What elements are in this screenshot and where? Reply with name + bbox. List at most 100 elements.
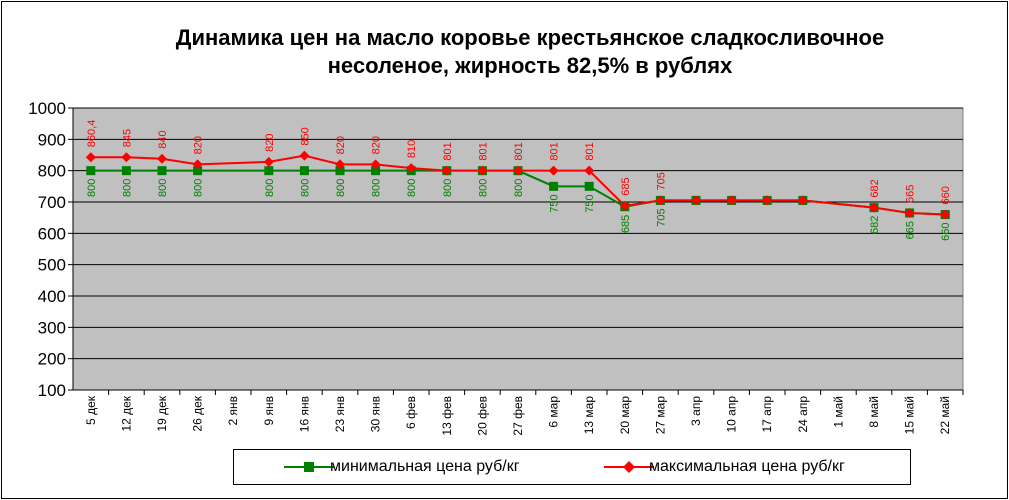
x-tick-label: 13 мар — [582, 396, 596, 435]
max-price-marker — [655, 195, 666, 206]
x-tick-label: 8 май — [867, 396, 881, 428]
min-price-label: 800 — [477, 179, 489, 197]
min-price-label: 682 — [869, 216, 881, 234]
max-price-label: 665 — [905, 185, 917, 203]
max-price-marker — [477, 165, 488, 176]
min-price-marker — [299, 166, 309, 176]
max-price-label: 840 — [157, 130, 169, 148]
max-price-label: 801 — [513, 142, 525, 160]
min-price-marker — [584, 181, 594, 191]
max-price-marker — [726, 195, 737, 206]
min-price-marker — [86, 166, 96, 176]
legend-max-label: максимальная цена руб/кг — [649, 458, 845, 475]
min-price-label: 665 — [905, 221, 917, 239]
max-price-marker — [940, 209, 951, 220]
x-tick-label: 19 дек — [155, 395, 169, 431]
min-price-label: 685 — [620, 215, 632, 233]
max-price-marker — [797, 195, 808, 206]
min-price-label: 800 — [157, 179, 169, 197]
min-price-label: 800 — [335, 179, 347, 197]
max-price-marker — [584, 165, 595, 176]
legend-min-symbol — [284, 462, 334, 472]
min-price-label: 800 — [406, 179, 418, 197]
min-price-label: 800 — [193, 179, 205, 197]
min-price-marker — [193, 166, 203, 176]
y-tick-label: 100 — [38, 381, 66, 400]
y-tick-label: 400 — [38, 287, 66, 306]
y-tick-label: 700 — [38, 193, 66, 212]
max-price-label: 705 — [655, 172, 667, 190]
min-price-marker — [121, 166, 131, 176]
min-price-label: 800 — [442, 179, 454, 197]
max-price-marker — [121, 152, 132, 163]
x-tick-label: 30 янв — [369, 396, 383, 432]
max-price-marker — [370, 159, 381, 170]
min-price-label: 750 — [584, 194, 596, 212]
max-price-marker — [904, 207, 915, 218]
min-price-label: 750 — [549, 194, 561, 212]
legend-max-symbol — [604, 461, 654, 473]
max-price-label: 820 — [193, 136, 205, 154]
max-price-label: 820 — [371, 136, 383, 154]
y-tick-label: 1000 — [28, 99, 66, 118]
max-price-marker — [619, 200, 630, 211]
min-price-label: 800 — [299, 179, 311, 197]
min-price-marker — [157, 166, 167, 176]
x-tick-label: 10 апр — [725, 396, 739, 433]
y-tick-label: 800 — [38, 162, 66, 181]
y-tick-label: 500 — [38, 256, 66, 275]
min-price-label: 660 — [940, 223, 952, 241]
max-price-marker — [85, 152, 96, 163]
max-price-label: 820 — [264, 134, 276, 152]
chart-title-line1: Динамика цен на масло коровье крестьянск… — [175, 25, 885, 50]
min-price-label: 705 — [655, 208, 667, 226]
min-price-label: 800 — [121, 179, 133, 197]
min-price-label: 800 — [371, 179, 383, 197]
max-price-marker — [157, 153, 167, 164]
min-price-label: 800 — [513, 179, 525, 197]
max-price-label: 801 — [584, 142, 596, 160]
x-tick-label: 16 янв — [297, 396, 311, 432]
max-price-label: 820 — [335, 136, 347, 154]
x-tick-label: 15 май — [903, 396, 917, 434]
x-tick-label: 13 фев — [440, 396, 454, 436]
x-tick-label: 27 мар — [653, 396, 667, 435]
min-price-marker — [335, 166, 345, 176]
legend: минимальная цена руб/кг максимальная цен… — [233, 449, 911, 485]
y-tick-label: 900 — [38, 130, 66, 149]
max-price-label: 660 — [940, 186, 952, 204]
max-price-marker — [441, 165, 452, 176]
x-tick-label: 22 май — [938, 396, 952, 434]
max-price-label: 801 — [442, 142, 454, 160]
max-price-label: 845 — [121, 129, 133, 147]
max-price-marker — [548, 165, 559, 176]
min-price-label: 800 — [86, 179, 98, 197]
min-price-marker — [264, 166, 274, 176]
x-tick-label: 6 фев — [404, 396, 418, 429]
x-tick-label: 23 янв — [333, 396, 347, 432]
min-price-label: 800 — [264, 179, 276, 197]
max-price-label: 685 — [620, 177, 632, 195]
min-price-marker — [371, 166, 381, 176]
max-price-marker — [869, 202, 879, 213]
max-price-marker — [762, 195, 773, 206]
max-price-marker — [299, 150, 310, 161]
max-price-label: 682 — [869, 179, 881, 197]
x-tick-label: 12 дек — [119, 395, 133, 431]
x-tick-label: 24 апр — [796, 396, 810, 433]
max-price-label: 801 — [549, 142, 561, 160]
max-price-marker — [406, 163, 417, 174]
x-tick-label: 3 апр — [689, 396, 703, 426]
chart-title-line2: несоленое, жирность 82,5% в рублях — [327, 53, 733, 78]
x-tick-label: 6 мар — [547, 396, 561, 428]
min-price-marker — [549, 181, 559, 191]
max-price-marker — [263, 156, 274, 167]
max-price-label: 801 — [477, 142, 489, 160]
max-price-label: 810 — [406, 140, 418, 158]
x-tick-label: 9 янв — [262, 396, 276, 426]
x-tick-label: 17 апр — [760, 396, 774, 433]
max-price-marker — [335, 159, 345, 170]
legend-min-label: минимальная цена руб/кг — [330, 458, 520, 475]
max-price-marker — [192, 159, 203, 170]
